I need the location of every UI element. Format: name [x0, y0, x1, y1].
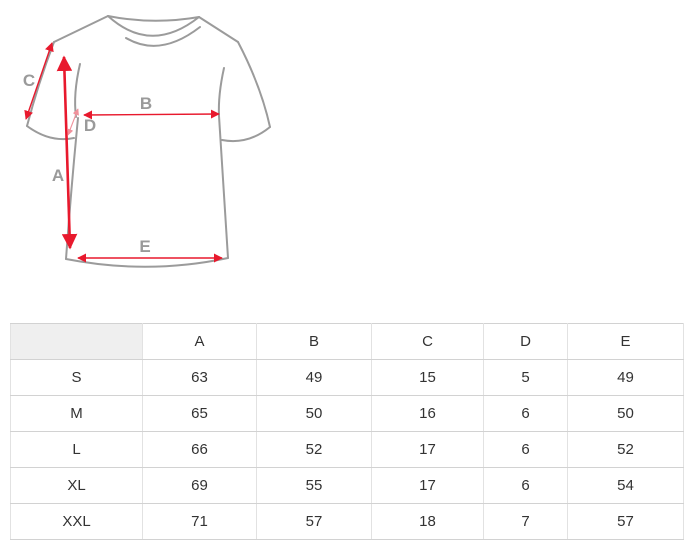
tshirt-left-shoulder — [53, 15, 109, 43]
tshirt-outline — [26, 15, 271, 268]
cell-value: 6 — [483, 395, 568, 432]
size-label: M — [10, 395, 143, 432]
cell-value: 52 — [567, 431, 684, 468]
table-row-xl: XL 69 55 17 6 54 — [10, 467, 684, 504]
cell-value: 18 — [371, 503, 484, 540]
size-label: XXL — [10, 503, 143, 540]
measurement-labels: A B C D E — [23, 71, 152, 256]
column-header-a: A — [142, 323, 257, 360]
size-table: A B C D E S 63 49 15 5 49 M 65 50 16 6 — [10, 323, 684, 540]
label-d: D — [84, 116, 96, 135]
cell-value: 57 — [256, 503, 372, 540]
cell-value: 63 — [142, 359, 257, 396]
table-row-xxl: XXL 71 57 18 7 57 — [10, 503, 684, 540]
cell-value: 49 — [567, 359, 684, 396]
tshirt-right-shoulder — [198, 16, 239, 43]
tshirt-collar-top — [107, 15, 200, 22]
column-header-d: D — [483, 323, 568, 360]
cell-value: 7 — [483, 503, 568, 540]
cell-value: 66 — [142, 431, 257, 468]
cell-value: 16 — [371, 395, 484, 432]
cell-value: 54 — [567, 467, 684, 504]
cell-value: 71 — [142, 503, 257, 540]
arrow-a — [56, 55, 78, 250]
cell-value: 55 — [256, 467, 372, 504]
arrow-c — [24, 42, 54, 120]
cell-value: 6 — [483, 467, 568, 504]
tshirt-measurement-diagram: A B C D E — [23, 15, 271, 268]
cell-value: 52 — [256, 431, 372, 468]
tshirt-right-side — [218, 115, 229, 259]
size-label: S — [10, 359, 143, 396]
arrow-b — [83, 109, 220, 120]
column-header-c: C — [371, 323, 484, 360]
cell-value: 49 — [256, 359, 372, 396]
column-header-b: B — [256, 323, 372, 360]
cell-value: 15 — [371, 359, 484, 396]
cell-value: 50 — [256, 395, 372, 432]
tshirt-bottom-hem — [65, 257, 229, 268]
tshirt-right-sleeve-outer — [237, 41, 271, 128]
cell-value: 50 — [567, 395, 684, 432]
cell-value: 65 — [142, 395, 257, 432]
size-label: L — [10, 431, 143, 468]
cell-value: 6 — [483, 431, 568, 468]
tshirt-collar-seam — [125, 26, 201, 47]
label-e: E — [139, 237, 150, 256]
table-row-l: L 66 52 17 6 52 — [10, 431, 684, 468]
tshirt-right-armhole — [217, 67, 225, 117]
cell-value: 5 — [483, 359, 568, 396]
label-a: A — [52, 166, 64, 185]
arrow-d — [67, 108, 79, 136]
cell-value: 17 — [371, 431, 484, 468]
label-b: B — [140, 94, 152, 113]
column-header-e: E — [567, 323, 684, 360]
size-label: XL — [10, 467, 143, 504]
table-header-row: A B C D E — [10, 323, 684, 360]
label-c: C — [23, 71, 35, 90]
table-corner-cell — [10, 323, 143, 360]
cell-value: 57 — [567, 503, 684, 540]
table-row-s: S 63 49 15 5 49 — [10, 359, 684, 396]
cell-value: 69 — [142, 467, 257, 504]
measurement-arrows — [24, 42, 223, 263]
tshirt-collar-bottom — [107, 15, 200, 37]
cell-value: 17 — [371, 467, 484, 504]
tshirt-right-sleeve-hem — [221, 126, 271, 143]
table-row-m: M 65 50 16 6 50 — [10, 395, 684, 432]
